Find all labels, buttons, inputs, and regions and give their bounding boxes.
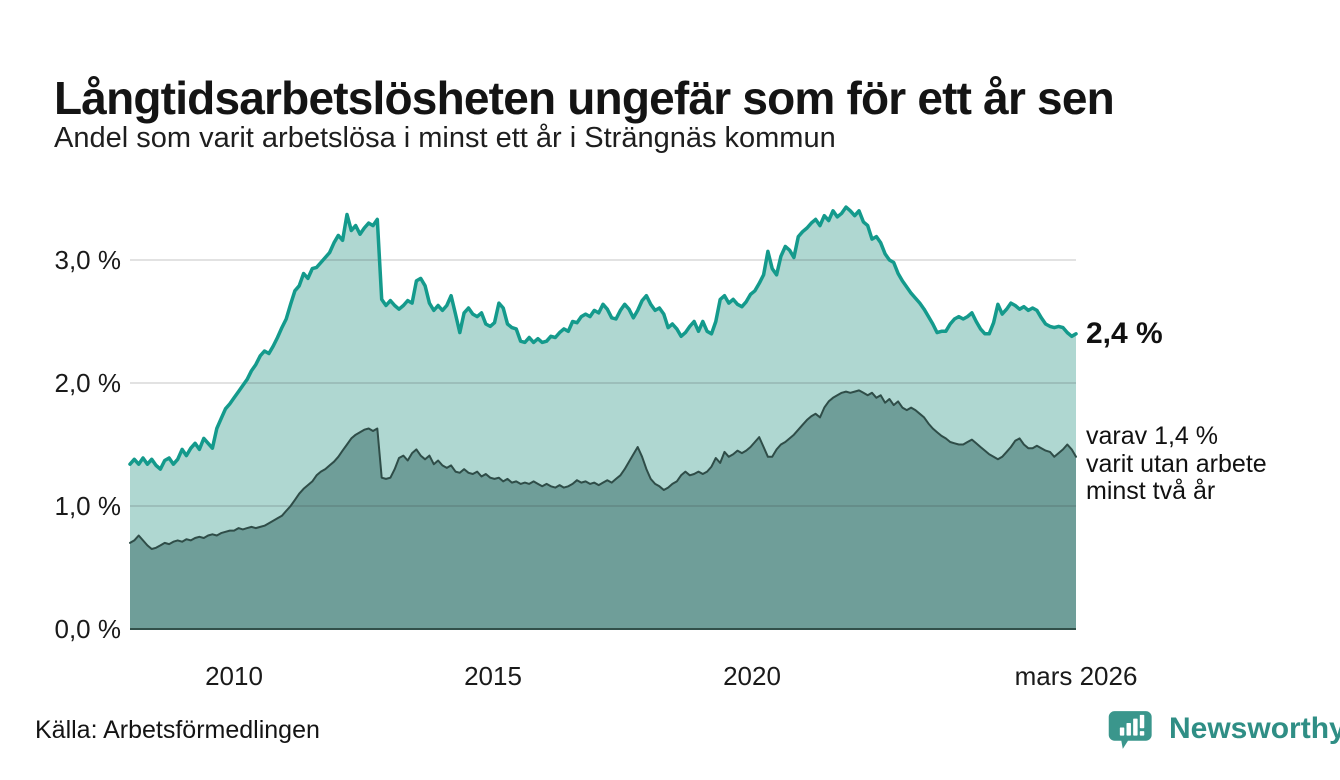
x-tick-label: 2020 bbox=[723, 661, 781, 691]
chart-subtitle: Andel som varit arbetslösa i minst ett å… bbox=[54, 122, 836, 154]
x-tick-label: 2015 bbox=[464, 661, 522, 691]
secondary-annotation-line: minst två år bbox=[1086, 477, 1216, 505]
latest-value-annotation: 2,4 % bbox=[1086, 317, 1163, 350]
secondary-annotation-line: varit utan arbete bbox=[1086, 449, 1267, 478]
y-tick-label: 1,0 % bbox=[54, 491, 122, 521]
x-tick-label: 2010 bbox=[205, 661, 263, 691]
y-tick-label: 3,0 % bbox=[54, 245, 122, 275]
source-credit: Källa: Arbetsförmedlingen bbox=[35, 716, 320, 744]
secondary-annotation: varav 1,4 % varit utan arbete minst två … bbox=[1086, 422, 1267, 506]
y-tick-label: 0,0 % bbox=[54, 614, 122, 644]
page-title: Långtidsarbetslösheten ungefär som för e… bbox=[54, 71, 1115, 124]
secondary-annotation-line: varav 1,4 % bbox=[1086, 422, 1219, 450]
newsworthy-brand: Newsworthy bbox=[1169, 712, 1340, 745]
x-tick-label-end: mars 2026 bbox=[1014, 661, 1138, 691]
newsworthy-logo-icon bbox=[1108, 711, 1152, 749]
y-tick-label: 2,0 % bbox=[54, 368, 122, 398]
